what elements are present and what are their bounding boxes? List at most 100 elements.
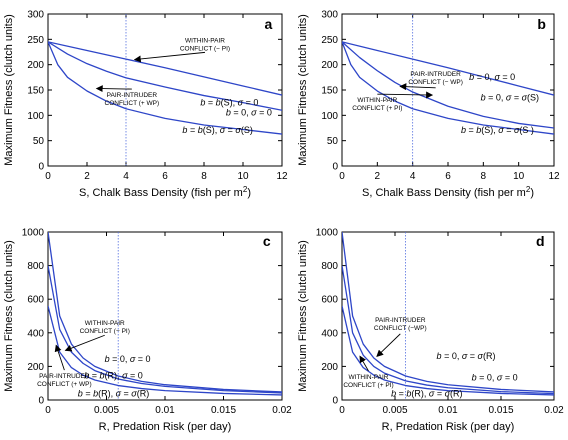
series-line-1 <box>48 41 282 96</box>
x-tick-label: 0.01 <box>155 405 175 416</box>
annotation-1: PAIR-INTRUDER CONFLICT (−WP) <box>374 317 427 332</box>
y-tick-label: 800 <box>321 261 338 272</box>
y-tick-label: 200 <box>27 60 44 71</box>
annotation-arrow <box>95 85 132 93</box>
annotation-1: WITHIN-PAIR CONFLICT (− PI) <box>80 320 130 335</box>
x-tick-label: 0.005 <box>94 405 119 416</box>
y-tick-label: 100 <box>321 111 338 122</box>
panel-c: 0 0.005 0.01 0.015 0.02 0 200 400 600 800 1000 R, P… <box>3 228 292 434</box>
series-label-1: b = 0, σ = 0 <box>105 354 151 364</box>
series-label-1: b = 0, σ = 0 <box>472 372 518 382</box>
series-label-3: b = b(R), σ = σ(R) <box>78 389 149 399</box>
panel-letter: c <box>263 233 271 249</box>
x-tick-label: 8 <box>201 171 207 182</box>
x-tick-label: 0.01 <box>438 405 458 416</box>
panel-letter: b <box>537 16 546 32</box>
panel-b: 0 2 4 6 8 10 12 0 50 100 150 200 250 300 S, Chalk Bass… <box>297 10 560 200</box>
series-label-2: b = 0, σ = σ(R) <box>437 351 496 361</box>
y-tick-label: 600 <box>27 295 44 306</box>
y-tick-label: 0 <box>332 396 338 407</box>
series-label-1: b = 0, σ = 0 <box>469 72 515 82</box>
series-line-3 <box>342 305 554 396</box>
x-tick-label: 10 <box>513 171 525 182</box>
x-tick-label: 4 <box>410 171 416 182</box>
x-tick-label: 0 <box>339 405 345 416</box>
y-tick-label: 1000 <box>22 228 45 239</box>
series-line-2 <box>48 41 282 111</box>
series-line-3 <box>48 305 282 396</box>
y-tick-label: 50 <box>33 136 45 147</box>
x-tick-label: 0 <box>45 171 51 182</box>
series-label-3: b = b(S), σ = σ(S) <box>182 125 252 135</box>
annotation-arrow <box>64 334 105 352</box>
series-label-1: b = 0, σ = 0 <box>226 107 272 117</box>
y-tick-label: 150 <box>321 86 338 97</box>
y-tick-label: 200 <box>321 60 338 71</box>
annotation-2: PAIR-INTRUDER CONFLICT (+ WP) <box>105 92 160 107</box>
y-tick-label: 50 <box>327 136 339 147</box>
x-axis-label: S, Chalk Bass Density (fish per m2) <box>79 185 251 199</box>
y-tick-label: 400 <box>27 328 44 339</box>
plot-frame <box>341 13 555 167</box>
x-tick-label: 12 <box>276 171 288 182</box>
y-tick-label: 400 <box>321 328 338 339</box>
y-tick-label: 200 <box>27 362 44 373</box>
y-axis-label: Maximum Fitness (clutch units) <box>3 14 15 166</box>
x-tick-label: 6 <box>162 171 168 182</box>
panel-d: 0 0.005 0.01 0.015 0.02 0 200 400 600 800 1000 R, P… <box>297 228 564 434</box>
x-axis-label: R, Predation Risk (per day) <box>382 421 515 433</box>
series-line-3 <box>48 41 282 135</box>
series-line-2 <box>48 265 282 394</box>
x-tick-label: 0 <box>45 405 51 416</box>
x-tick-label: 0.02 <box>544 405 564 416</box>
series-line-1 <box>342 232 554 393</box>
x-tick-label: 0.015 <box>488 405 513 416</box>
y-axis-label: Maximum Fitness (clutch units) <box>3 240 15 392</box>
series-line-2 <box>342 41 554 129</box>
y-tick-label: 250 <box>27 35 44 46</box>
annotation-2: WITHIN-PAIR CONFLICT (+ PI) <box>343 374 393 389</box>
x-tick-label: 2 <box>375 171 381 182</box>
y-tick-label: 100 <box>27 111 44 122</box>
x-tick-label: 2 <box>84 171 90 182</box>
panel-letter: a <box>264 16 272 32</box>
annotation-arrow <box>54 344 65 371</box>
y-tick-label: 300 <box>321 10 338 21</box>
series-label-2: b = 0, σ = σ(S) <box>481 93 539 103</box>
series-line-2 <box>342 265 554 395</box>
series-label-2: b = b(R), σ = 0 <box>84 370 142 380</box>
series-label-3: b = b(R), σ = σ(R) <box>391 389 462 399</box>
series-line-3 <box>342 41 554 135</box>
y-tick-label: 300 <box>27 10 44 21</box>
x-tick-label: 8 <box>481 171 487 182</box>
annotation-arrow <box>359 355 369 372</box>
y-tick-label: 0 <box>38 162 44 173</box>
series-label-2: b = b(S), σ = 0 <box>200 98 258 108</box>
y-tick-label: 250 <box>321 35 338 46</box>
y-tick-label: 600 <box>321 295 338 306</box>
annotation-arrow <box>133 51 206 63</box>
annotation-arrow <box>377 91 434 99</box>
plot-frame <box>47 13 283 167</box>
y-tick-label: 1000 <box>316 228 339 239</box>
annotation-1: PAIR-INTRUDER CONFLICT (− WP) <box>408 71 463 86</box>
x-tick-label: 0.02 <box>272 405 292 416</box>
panel-letter: d <box>536 233 545 249</box>
panel-a: 0 2 4 6 8 10 12 0 50 100 150 200 250 300 S, Chalk Bass… <box>3 10 288 200</box>
series-line-1 <box>342 41 554 96</box>
x-tick-label: 0.005 <box>382 405 407 416</box>
x-tick-label: 0.015 <box>211 405 236 416</box>
annotation-2: WITHIN-PAIR CONFLICT (+ PI) <box>352 97 402 112</box>
x-tick-label: 12 <box>548 171 560 182</box>
x-tick-label: 4 <box>123 171 129 182</box>
x-axis-label: R, Predation Risk (per day) <box>99 421 232 433</box>
annotation-1: WITHIN-PAIR CONFLICT (− PI) <box>180 37 230 52</box>
series-line-1 <box>48 232 282 393</box>
series-label-3: b = b(S), σ = σ(S ) <box>461 125 534 135</box>
x-tick-label: 6 <box>445 171 451 182</box>
y-axis-label: Maximum Fitness (clutch units) <box>297 14 309 166</box>
annotation-arrow <box>399 83 436 91</box>
annotation-arrow <box>376 333 401 358</box>
y-tick-label: 0 <box>38 396 44 407</box>
